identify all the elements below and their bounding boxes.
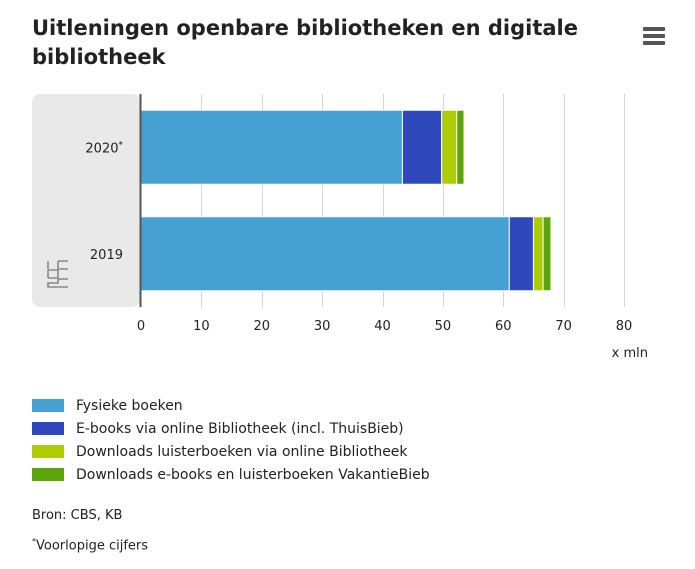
y-tick-label: 2019 [90,248,123,263]
y-tick-label: 2020* [85,140,123,156]
x-tick-labels: 0 10 20 30 40 50 60 70 80 [137,319,632,334]
footnote-mark: * [119,140,124,150]
bar-segment [542,216,552,292]
legend-swatch [32,468,64,481]
cbs-logo-icon [47,260,68,288]
legend-item[interactable]: Downloads luisterboeken via online Bibli… [32,440,430,463]
category-band [32,94,140,307]
chart-title: Uitleningen openbare bibliotheken en dig… [32,16,578,69]
x-tick-label: 30 [314,319,331,334]
bar-segment [140,216,510,292]
legend-label: Fysieke boeken [76,397,183,414]
x-tick-label: 0 [137,319,145,334]
bar-segment [401,109,443,185]
legend-item[interactable]: Downloads e-books en luisterboeken Vakan… [32,463,430,486]
footnote: *Voorlopige cijfers [32,537,148,553]
x-tick-label: 60 [495,319,512,334]
legend-label: E-books via online Bibliotheek (incl. Th… [76,420,404,437]
legend-item[interactable]: E-books via online Bibliotheek (incl. Th… [32,417,430,440]
bar-chart: 2020* 2019 0 10 20 30 40 50 60 70 80 x mln [32,94,648,361]
bars [140,109,552,292]
y-tick-labels: 2020* 2019 [85,140,123,263]
legend-item[interactable]: Fysieke boeken [32,394,430,417]
bar-segment [456,109,465,185]
x-tick-label: 70 [555,319,572,334]
x-tick-label: 80 [616,319,633,334]
x-tick-label: 20 [253,319,270,334]
legend-swatch [32,399,64,412]
source-text: Bron: CBS, KB [32,508,123,523]
legend: Fysieke boeken E-books via online Bibliot… [32,394,430,486]
x-tick-label: 50 [435,319,452,334]
bar-segment [441,109,458,185]
x-tick-label: 10 [193,319,210,334]
footnote-text: Voorlopige cijfers [36,538,149,554]
footnote-mark: * [32,537,36,546]
legend-swatch [32,445,64,458]
bar-segment [508,216,534,292]
legend-swatch [32,422,64,435]
x-axis-label: x mln [612,346,648,361]
legend-label: Downloads luisterboeken via online Bibli… [76,443,408,460]
bar-segment [140,109,403,185]
bar-segment [532,216,544,292]
x-tick-label: 40 [374,319,391,334]
hamburger-menu-icon[interactable] [643,27,665,45]
legend-label: Downloads e-books en luisterboeken Vakan… [76,466,430,483]
